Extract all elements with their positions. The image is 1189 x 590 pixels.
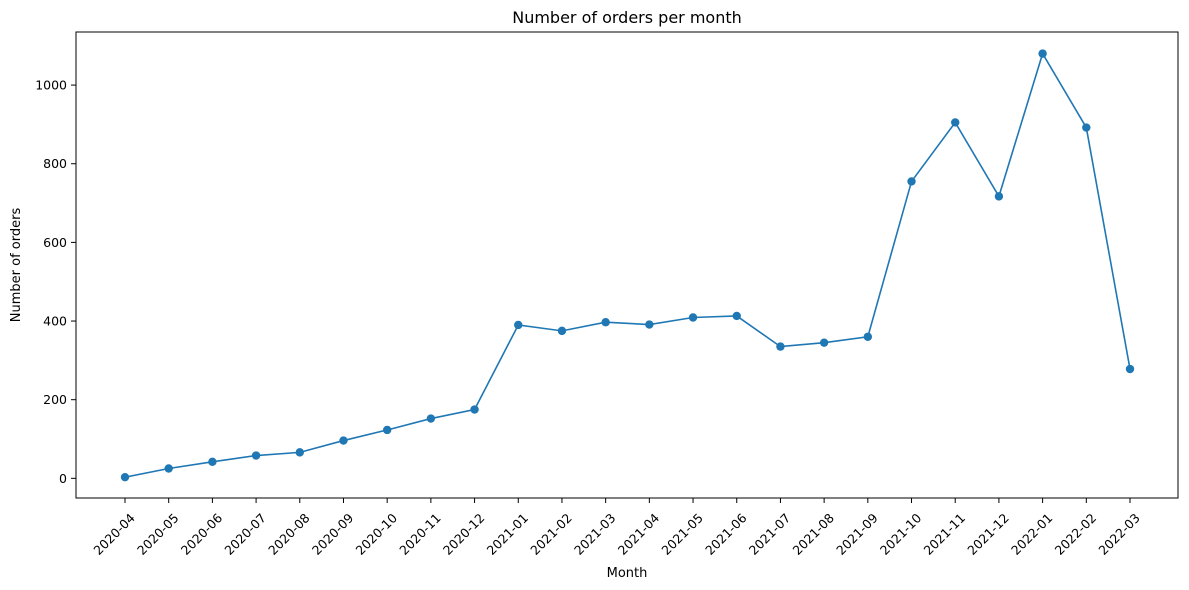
x-axis: 2020-042020-052020-062020-072020-082020-… (90, 498, 1143, 558)
x-tick-label: 2021-03 (571, 510, 619, 558)
data-point (863, 332, 873, 341)
x-tick-label: 2021-02 (527, 510, 575, 558)
data-point (1125, 364, 1135, 374)
data-point (514, 320, 523, 330)
y-tick-label: 1000 (35, 78, 67, 93)
x-tick-label: 2020-08 (265, 510, 313, 558)
y-tick-label: 0 (59, 471, 67, 486)
x-tick-label: 2021-04 (615, 510, 663, 558)
data-point (164, 464, 173, 473)
y-axis-label: Number of orders (9, 208, 24, 323)
x-tick-label: 2021-07 (746, 510, 794, 558)
x-tick-label: 2020-04 (90, 510, 138, 558)
x-tick-label: 2021-10 (877, 510, 925, 558)
x-tick-label: 2021-06 (702, 510, 750, 558)
x-tick-label: 2022-01 (1008, 510, 1056, 558)
data-point (994, 192, 1004, 201)
data-point (951, 118, 960, 127)
x-tick-label: 2021-08 (789, 510, 837, 558)
data-point (208, 457, 217, 467)
x-tick-label: 2020-07 (221, 510, 269, 558)
data-point (382, 425, 392, 435)
x-tick-label: 2022-03 (1095, 510, 1143, 558)
data-point (776, 342, 785, 351)
x-tick-label: 2021-11 (921, 510, 969, 558)
y-axis: 0 200 400 600 800 1000 (35, 78, 76, 486)
x-tick-label: 2021-01 (484, 510, 532, 558)
data-point (295, 448, 304, 457)
x-axis-label: Month (607, 566, 648, 581)
x-tick-label: 2021-12 (964, 510, 1012, 558)
chart-title: Number of orders per month (512, 8, 742, 27)
data-point (557, 326, 567, 336)
data-point (339, 436, 348, 445)
y-tick-label: 800 (43, 156, 67, 171)
data-point (120, 472, 130, 482)
data-point (1082, 123, 1091, 132)
x-tick-label: 2022-02 (1052, 510, 1100, 558)
x-tick-label: 2021-09 (833, 510, 881, 558)
data-point (1038, 49, 1047, 58)
data-point (601, 318, 610, 327)
data-series (120, 49, 1135, 482)
x-tick-label: 2020-06 (178, 510, 226, 558)
data-point (688, 313, 698, 322)
x-tick-label: 2020-05 (134, 510, 182, 558)
y-tick-label: 200 (43, 392, 67, 407)
data-point (426, 414, 436, 423)
x-tick-label: 2020-10 (353, 510, 401, 558)
x-tick-label: 2020-09 (309, 510, 357, 558)
y-tick-label: 400 (43, 314, 67, 329)
plot-frame (75, 31, 1179, 499)
data-point (819, 338, 829, 347)
data-point (251, 451, 261, 460)
data-point (470, 405, 479, 414)
series-line (124, 51, 1131, 478)
x-tick-label: 2020-11 (396, 510, 444, 558)
y-tick-label: 600 (43, 235, 67, 250)
data-point (732, 311, 741, 321)
x-tick-label: 2020-12 (440, 510, 488, 558)
data-point (907, 177, 916, 186)
x-tick-label: 2021-05 (658, 510, 706, 558)
data-point (645, 320, 654, 329)
